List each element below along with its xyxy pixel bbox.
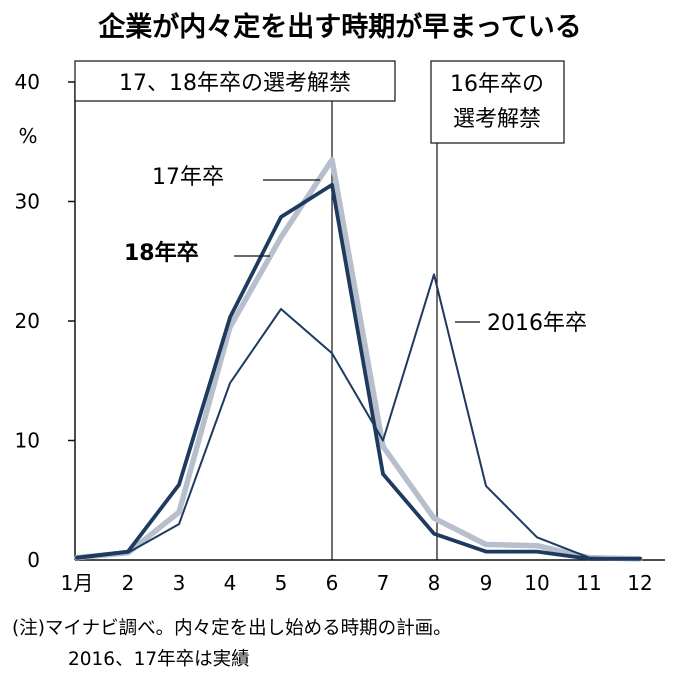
series-label-2016: 2016年卒 [487,311,587,336]
x-tick-label: 1月 [61,571,94,595]
x-tick-label: 12 [627,571,652,595]
annotation-2016: 16年卒の 選考解禁 [430,60,565,144]
x-tick-label: 5 [275,571,288,595]
series-line-2017 [74,156,643,562]
annotation-text: 17、18年卒の選考解禁 [119,71,351,96]
x-tick-label: 8 [428,571,441,595]
y-tick-label: 30 [15,190,40,214]
annotation-2017-2018: 17、18年卒の選考解禁 [74,60,396,102]
y-tick-label: 0 [27,548,40,572]
x-tick-label: 11 [576,571,601,595]
footnote-line-1: (注)マイナビ調べ。内々定を出し始める時期の計画。 [12,618,452,639]
series-line-2018 [75,182,642,561]
footnote-line-2: 2016、17年卒は実績 [68,649,250,670]
y-axis: 0 10 20 30 40 % [15,70,75,572]
series-layer [74,156,643,562]
annotation-box [74,60,396,102]
footnote: (注)マイナビ調べ。内々定を出し始める時期の計画。 2016、17年卒は実績 [12,618,452,670]
y-tick-label: 40 [15,70,40,94]
x-tick-label: 6 [326,571,339,595]
x-tick-label: 3 [173,571,186,595]
series-labels: 17年卒 18年卒 2016年卒 [124,165,587,336]
x-tick-label: 7 [377,571,390,595]
annotation-text: 16年卒の [450,72,544,97]
x-axis: 1月 2 3 4 5 6 7 8 9 10 11 12 [61,571,653,595]
series-label-2018: 18年卒 [124,240,199,266]
annotation-box [430,60,565,144]
y-axis-unit: % [18,124,37,148]
series-line-2016 [76,273,641,560]
x-tick-label: 9 [480,571,493,595]
series-label-2017: 17年卒 [152,165,224,190]
annotation-text: 選考解禁 [453,107,541,132]
x-tick-label: 10 [524,571,549,595]
y-tick-label: 20 [15,309,40,333]
x-tick-label: 2 [122,571,135,595]
y-tick-label: 10 [15,429,40,453]
x-tick-label: 4 [224,571,237,595]
chart-title: 企業が内々定を出す時期が早まっている [98,11,582,43]
